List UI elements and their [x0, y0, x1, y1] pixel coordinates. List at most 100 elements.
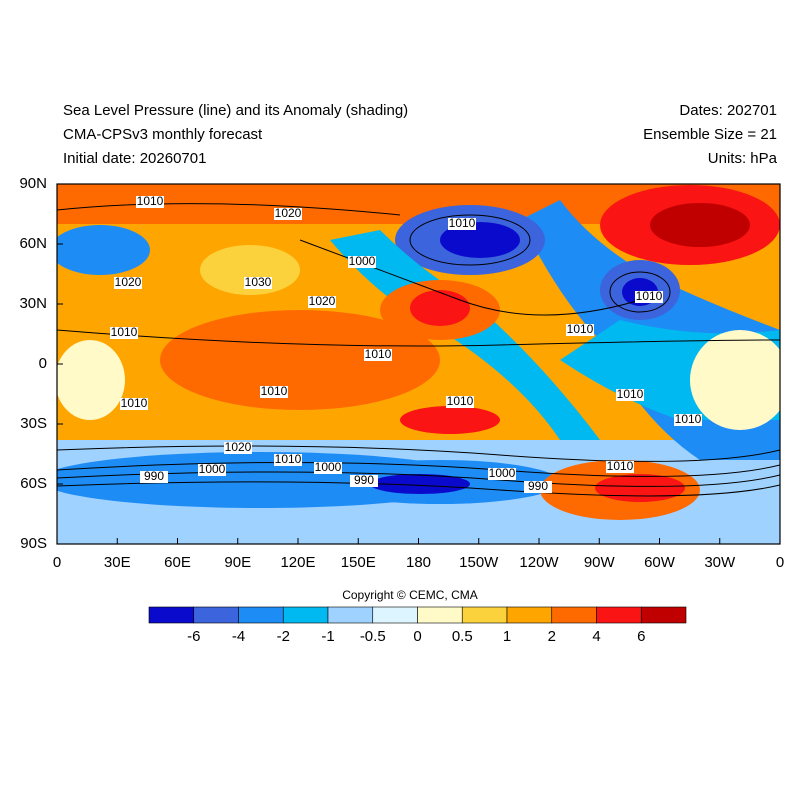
contour-label: 1010 [449, 216, 476, 230]
colorbar-box [551, 606, 597, 624]
contour-label-bg [198, 464, 226, 476]
lon-label: 150W [459, 554, 499, 571]
lon-label: 90W [584, 554, 616, 571]
colorbar-box [640, 606, 687, 624]
contour-label: 1010 [365, 347, 392, 361]
contour-label: 1010 [261, 384, 288, 398]
lon-label: 180 [406, 554, 431, 571]
contour-label-bg [566, 324, 594, 336]
contour-label-bg [348, 256, 376, 268]
contour-label: 1000 [349, 254, 376, 268]
contour-label-bg [274, 208, 302, 220]
contour-label: 1020 [115, 275, 142, 289]
contour-label-bg [114, 277, 142, 289]
title: Sea Level Pressure (line) and its Anomal… [63, 102, 408, 119]
contour-label: 1010 [275, 452, 302, 466]
lon-label: 60W [644, 554, 676, 571]
contour-label-bg [635, 291, 663, 303]
contour-label: 1010 [617, 387, 644, 401]
lat-label: 30S [20, 415, 47, 432]
colorbar-box [506, 606, 553, 624]
initial-date: Initial date: 20260701 [63, 150, 206, 167]
contour-label-bg [140, 471, 168, 483]
colorbar-label: -4 [232, 628, 245, 645]
contour-label: 990 [144, 469, 164, 483]
contour-label-bg [606, 461, 634, 473]
lon-label: 30E [104, 554, 131, 571]
contour-label-bg [524, 481, 552, 493]
colorbar-box [417, 606, 463, 624]
contour-label: 1010 [111, 325, 138, 339]
contour-label-bg [224, 442, 252, 454]
lon-label: 150E [341, 554, 376, 571]
colorbar-label: 2 [548, 628, 556, 645]
contour-label-bg [110, 327, 138, 339]
colorbar-label: -1 [321, 628, 334, 645]
contour-label-bg [120, 398, 148, 410]
colorbar-label: 1 [503, 628, 511, 645]
colorbar-box [238, 606, 284, 624]
colorbar-label: 0.5 [452, 628, 473, 645]
lat-label: 90S [20, 535, 47, 552]
colorbar-box [282, 606, 329, 624]
lat-label: 0 [39, 355, 47, 372]
colorbar-label: -0.5 [360, 628, 386, 645]
contour-label: 1010 [447, 394, 474, 408]
contour-label: 1000 [315, 460, 342, 474]
lat-label: 30N [19, 295, 47, 312]
colorbar-box [148, 606, 195, 624]
lat-label: 60S [20, 475, 47, 492]
colorbar-label: -2 [277, 628, 290, 645]
colorbar-label: 0 [413, 628, 421, 645]
lon-label: 60E [164, 554, 191, 571]
lon-label: 0 [776, 554, 784, 571]
contour-label-bg [314, 462, 342, 474]
lon-label: 30W [704, 554, 736, 571]
ensemble: Ensemble Size = 21 [643, 126, 777, 143]
colorbar-label: 6 [637, 628, 645, 645]
contour-label: 1010 [567, 322, 594, 336]
contour-label: 1000 [199, 462, 226, 476]
contour-label-bg [260, 386, 288, 398]
contour-label-bg [136, 196, 164, 208]
lat-label: 90N [19, 175, 47, 192]
contour-label-bg [274, 454, 302, 466]
lon-label: 0 [53, 554, 61, 571]
colorbar-box [372, 606, 418, 624]
contour-label-bg [448, 218, 476, 230]
lon-label: 120W [519, 554, 559, 571]
contour-label: 1020 [225, 440, 252, 454]
units: Units: hPa [708, 150, 778, 167]
dates: Dates: 202701 [679, 102, 777, 119]
subtitle: CMA-CPSv3 monthly forecast [63, 126, 263, 143]
contour-label: 1010 [607, 459, 634, 473]
contour-label-bg [308, 296, 336, 308]
colorbar-label: 4 [592, 628, 600, 645]
colorbar-label: -6 [187, 628, 200, 645]
lon-label: 90E [224, 554, 251, 571]
colorbar-box [461, 606, 508, 624]
contour-label: 1020 [309, 294, 336, 308]
contour-label-bg [350, 475, 378, 487]
contour-label: 1020 [275, 206, 302, 220]
contour-label-bg [364, 349, 392, 361]
colorbar-box [596, 606, 642, 624]
contour-label-bg [616, 389, 644, 401]
contour-label: 1000 [489, 466, 516, 480]
colorbar-box [327, 606, 374, 624]
contour-label-bg [488, 468, 516, 480]
copyright: Copyright © CEMC, CMA [342, 588, 478, 602]
contour-label-bg [674, 414, 702, 426]
contour-label: 990 [528, 479, 548, 493]
contour-label: 1010 [675, 412, 702, 426]
lat-label: 60N [19, 235, 47, 252]
contour-label: 1010 [121, 396, 148, 410]
contour-label-bg [244, 277, 272, 289]
contour-label-bg [446, 396, 474, 408]
colorbar-box [193, 606, 239, 624]
contour-label: 1010 [137, 194, 164, 208]
contour-label: 990 [354, 473, 374, 487]
contour-label: 1030 [245, 275, 272, 289]
lon-label: 120E [280, 554, 315, 571]
